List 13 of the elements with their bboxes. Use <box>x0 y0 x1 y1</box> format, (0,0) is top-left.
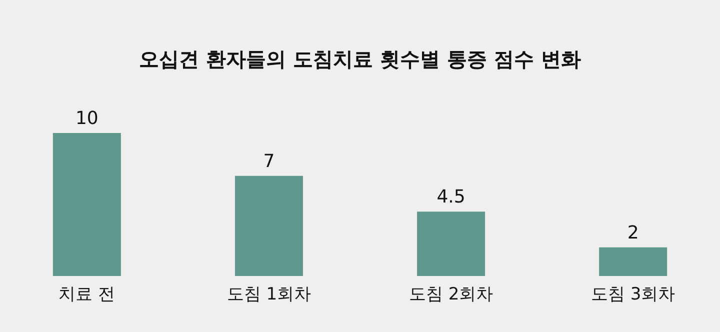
x-tick-label: 도침 1회차 <box>226 284 312 304</box>
bar <box>52 133 121 276</box>
data-label: 2 <box>627 222 639 244</box>
x-tick-label: 도침 3회차 <box>590 284 676 304</box>
x-tick-label: 도침 2회차 <box>408 284 494 304</box>
data-label: 4.5 <box>436 186 466 208</box>
chart-title: 오십견 환자들의 도침치료 횟수별 통증 점수 변화 <box>139 47 581 71</box>
data-label: 7 <box>263 150 275 172</box>
bar <box>599 247 668 276</box>
x-tick-label: 치료 전 <box>58 284 116 304</box>
bar <box>417 212 486 276</box>
bar <box>234 176 303 276</box>
data-label: 10 <box>75 108 98 129</box>
